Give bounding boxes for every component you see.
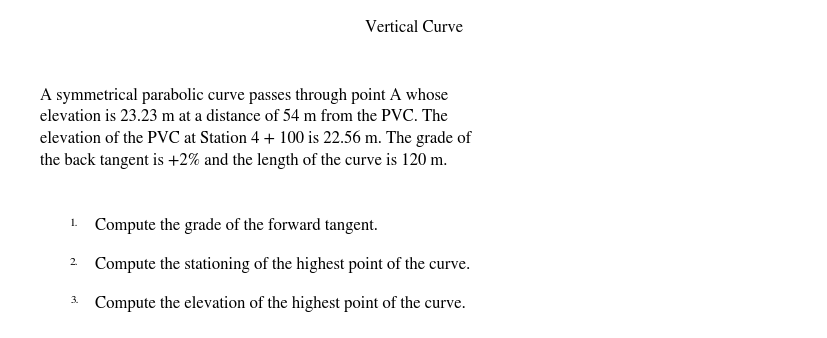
Text: 2.: 2. — [70, 257, 79, 266]
Text: 3.: 3. — [70, 296, 79, 305]
Text: Compute the elevation of the highest point of the curve.: Compute the elevation of the highest poi… — [95, 296, 466, 312]
Text: A symmetrical parabolic curve passes through point A whose
elevation is 23.23 m : A symmetrical parabolic curve passes thr… — [40, 88, 471, 169]
Text: Compute the grade of the forward tangent.: Compute the grade of the forward tangent… — [95, 218, 378, 234]
Text: Vertical Curve: Vertical Curve — [365, 20, 462, 36]
Text: 1.: 1. — [70, 218, 79, 227]
Text: Compute the stationing of the highest point of the curve.: Compute the stationing of the highest po… — [95, 257, 470, 273]
